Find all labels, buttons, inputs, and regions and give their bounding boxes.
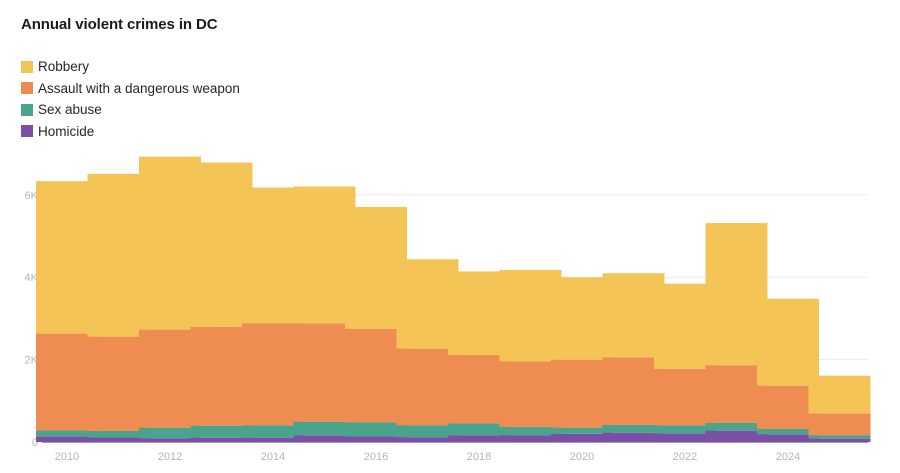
bar-segment-robbery xyxy=(808,375,871,414)
bar-segment-homicide xyxy=(190,437,253,442)
x-tick-label: 2018 xyxy=(467,451,491,463)
y-tick-label: 2K xyxy=(25,355,39,367)
x-tick-label: 2020 xyxy=(570,451,594,463)
bar-segment-homicide xyxy=(551,433,613,442)
bar-segment-sex-abuse xyxy=(36,430,98,437)
bar-segment-sex-abuse xyxy=(345,422,407,437)
bar-segment-sex-abuse xyxy=(139,427,201,439)
bar-segment-homicide xyxy=(602,432,665,442)
bar-segment-sex-abuse xyxy=(705,422,768,431)
x-tick-label: 2022 xyxy=(673,451,697,463)
bar-segment-homicide xyxy=(242,437,304,442)
bar-segment-assault-with-a-dangerous-weapon xyxy=(808,413,871,436)
x-tick-label: 2024 xyxy=(776,451,800,463)
legend-item-homicide[interactable]: Homicide xyxy=(21,121,240,143)
legend: Robbery Assault with a dangerous weapon … xyxy=(21,56,240,142)
legend-label-robbery: Robbery xyxy=(38,59,90,75)
bar-segment-sex-abuse xyxy=(448,423,510,436)
bar-segment-homicide xyxy=(345,436,407,442)
bar-segment-sex-abuse xyxy=(602,424,665,433)
y-tick-label: 0 xyxy=(32,437,38,449)
bar-segment-sex-abuse xyxy=(396,425,459,438)
legend-swatch-sex-abuse xyxy=(21,103,33,116)
legend-item-assault[interactable]: Assault with a dangerous weapon xyxy=(21,78,240,100)
legend-item-sex-abuse[interactable]: Sex abuse xyxy=(21,99,240,121)
chart-title: Annual violent crimes in DC xyxy=(21,16,218,33)
legend-swatch-robbery xyxy=(21,60,33,73)
bar-segment-sex-abuse xyxy=(757,428,819,435)
bar-segment-homicide xyxy=(757,434,819,442)
legend-label-assault: Assault with a dangerous weapon xyxy=(38,80,240,96)
bar-segment-homicide xyxy=(36,436,98,442)
legend-swatch-homicide xyxy=(21,125,33,138)
bar-segment-sex-abuse xyxy=(499,426,562,436)
bar-segment-sex-abuse xyxy=(293,421,356,436)
bar-segment-sex-abuse xyxy=(551,427,613,434)
x-tick-label: 2012 xyxy=(158,451,182,463)
bar-segment-homicide xyxy=(139,438,201,442)
y-tick-label: 6K xyxy=(25,190,39,202)
bar-segment-sex-abuse xyxy=(654,425,716,434)
bar-segment-homicide xyxy=(448,435,510,442)
legend-label-homicide: Homicide xyxy=(38,123,95,139)
bar-segment-homicide xyxy=(87,437,150,442)
bar-segment-homicide xyxy=(293,435,356,442)
bar-segment-sex-abuse xyxy=(87,430,150,438)
bar-segment-homicide xyxy=(396,437,459,442)
bar-segment-sex-abuse xyxy=(808,435,871,439)
bar-segment-homicide xyxy=(705,430,768,442)
x-tick-label: 2010 xyxy=(55,451,79,463)
bar-segment-sex-abuse xyxy=(242,425,304,438)
x-tick-label: 2016 xyxy=(364,451,388,463)
x-tick-label: 2014 xyxy=(261,451,285,463)
y-tick-label: 4K xyxy=(25,272,39,284)
bar-segment-sex-abuse xyxy=(190,425,253,438)
bar-segment-homicide xyxy=(654,433,716,442)
bar-segment-homicide xyxy=(808,438,871,442)
bar-segment-homicide xyxy=(499,435,562,442)
bar-segment-robbery xyxy=(757,298,819,386)
legend-label-sex-abuse: Sex abuse xyxy=(38,102,102,118)
legend-swatch-assault xyxy=(21,82,33,95)
legend-item-robbery[interactable]: Robbery xyxy=(21,56,240,78)
